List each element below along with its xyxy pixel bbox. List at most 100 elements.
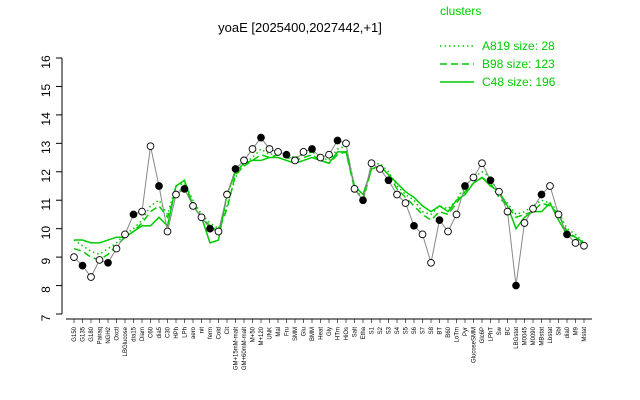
x-tick-label-0: G150 [72,326,78,341]
x-tick-label-24: Mal [276,327,282,337]
x-tick-label-19: GM+15mM-malt [234,327,240,371]
data-point-5 [112,244,121,253]
data-point-30 [325,150,333,159]
x-tick-label-38: S4 [395,326,401,334]
x-tick-label-34: Etha [361,326,367,339]
x-tick-label-5: Oxctl [115,327,121,341]
x-tick-label-59: M9 [574,326,580,335]
x-tick-label-23: UNK [268,327,274,340]
x-tick-label-26: SMM [293,327,299,341]
data-point-31 [333,136,342,145]
data-point-54 [529,204,537,213]
y-tick-label-1: 8 [39,286,53,293]
x-tick-label-25: Fru [285,327,291,336]
x-tick-label-41: S7 [421,326,427,334]
data-point-17 [214,227,223,236]
y-tick-layer: 7 8 9 10 11 12 13 14 15 16 [39,55,62,321]
data-point-1 [78,261,87,270]
x-tick-label-4: NGH2 [106,326,112,343]
data-point-10 [155,182,163,190]
data-point-24 [274,148,282,156]
x-tick-label-42: S8 [429,326,435,334]
data-point-60 [580,241,588,250]
x-tick-label-52: LBGstat [514,327,520,349]
x-tick-label-46: Pyr [463,327,469,336]
legend-label-c48: C48 size: 196 [482,75,556,89]
data-point-48 [478,159,486,168]
data-point-46 [461,182,469,190]
data-point-16 [206,224,214,233]
data-point-44 [444,227,452,236]
data-point-50 [495,187,503,196]
data-point-38 [393,190,401,199]
data-point-20 [240,156,248,165]
x-tick-label-36: S2 [378,326,384,334]
x-tick-label-12: HPh [174,327,180,339]
x-tick-label-35: S1 [370,326,376,334]
points-layer [70,133,588,290]
x-tick-label-2: G180 [89,326,95,341]
data-point-0 [70,253,78,261]
data-point-28 [308,145,316,153]
data-point-37 [384,176,393,185]
data-point-43 [435,216,444,224]
legend-label-b98: B98 size: 123 [482,57,555,71]
x-tick-label-29: Heat [319,327,325,340]
data-point-29 [316,153,325,162]
data-point-53 [520,219,529,227]
x-tick-label-56: Lbstat [548,327,554,344]
chart-title: yoaE [2025400,2027442,+1] [218,20,382,35]
y-tick-label-6: 13 [39,140,53,154]
legend-label-a819: A819 size: 28 [482,39,555,53]
data-point-26 [291,156,299,165]
x-tick-label-21: M+50 [251,326,257,342]
x-tick-label-47: GlucoseSMM [472,327,478,363]
x-tick-label-13: LPh [183,327,189,338]
y-tick-label-9: 16 [39,55,53,69]
data-point-35 [367,159,376,168]
x-tick-label-45: LoTm [455,327,461,342]
data-point-32 [342,139,350,148]
data-point-57 [554,210,563,219]
x-tick-label-31: HTm [336,327,342,340]
x-tick-label-1: G135 [81,326,87,341]
data-point-15 [197,213,206,222]
x-tick-label-27: Glu [302,327,308,336]
data-point-47 [469,173,478,182]
y-tick-label-7: 14 [39,112,53,126]
data-point-7 [129,210,138,219]
x-tick-label-9: C60 [149,326,155,338]
data-point-19 [231,165,240,173]
data-point-4 [104,258,112,267]
data-point-2 [87,273,95,281]
x-tick-label-6: LBGlucose [123,326,129,356]
x-tick-label-53: M0045 [523,326,529,345]
data-point-49 [486,176,495,185]
y-tick-label-2: 9 [39,257,53,264]
x-tick-label-49: LPhT [489,327,495,342]
x-tick-label-20: GM+60mM-malt [242,327,248,371]
axis-layer [61,58,592,320]
x-tick-label-58: dia0 [565,326,571,338]
data-point-33 [350,184,359,193]
x-tick-label-50: Sw [497,326,503,335]
data-point-45 [452,210,461,219]
x-tick-label-8: Diam [140,327,146,341]
data-point-9 [146,142,155,151]
y-tick-label-5: 12 [39,169,53,183]
data-point-36 [376,165,384,173]
x-tick-label-60: Mstat [582,327,588,342]
x-tick-label-22: M+120 [259,326,265,345]
x-tick-label-43: BT [438,327,444,335]
data-point-52 [512,281,520,290]
data-point-12 [172,190,180,199]
y-tick-label-3: 10 [39,226,53,240]
x-tick-label-37: S3 [387,326,393,334]
data-point-59 [571,239,580,247]
x-tick-label-33: Salt [353,327,359,338]
data-point-22 [257,133,265,142]
x-tick-label-51: BC [506,326,512,335]
x-tick-layer: G150 G135 G180 Pairaq NGH2 Oxctl LBGlucose dia1… [72,319,588,370]
x-tick-label-32: HiOs [344,327,350,340]
